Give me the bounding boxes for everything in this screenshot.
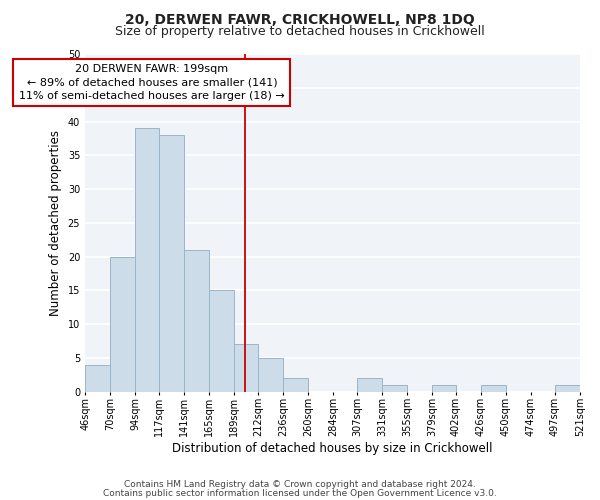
Bar bbox=[184, 250, 209, 392]
Bar bbox=[209, 290, 234, 392]
Bar bbox=[382, 385, 407, 392]
Text: 20 DERWEN FAWR: 199sqm
← 89% of detached houses are smaller (141)
11% of semi-de: 20 DERWEN FAWR: 199sqm ← 89% of detached… bbox=[19, 64, 285, 100]
Bar bbox=[235, 344, 258, 392]
Bar bbox=[85, 364, 110, 392]
Bar bbox=[481, 385, 506, 392]
Bar bbox=[110, 256, 135, 392]
Bar bbox=[160, 135, 184, 392]
Bar bbox=[136, 128, 159, 392]
Bar bbox=[432, 385, 456, 392]
X-axis label: Distribution of detached houses by size in Crickhowell: Distribution of detached houses by size … bbox=[172, 442, 493, 455]
Bar bbox=[259, 358, 283, 392]
Text: Size of property relative to detached houses in Crickhowell: Size of property relative to detached ho… bbox=[115, 25, 485, 38]
Text: Contains public sector information licensed under the Open Government Licence v3: Contains public sector information licen… bbox=[103, 488, 497, 498]
Text: 20, DERWEN FAWR, CRICKHOWELL, NP8 1DQ: 20, DERWEN FAWR, CRICKHOWELL, NP8 1DQ bbox=[125, 12, 475, 26]
Bar bbox=[555, 385, 580, 392]
Y-axis label: Number of detached properties: Number of detached properties bbox=[49, 130, 62, 316]
Bar bbox=[283, 378, 308, 392]
Text: Contains HM Land Registry data © Crown copyright and database right 2024.: Contains HM Land Registry data © Crown c… bbox=[124, 480, 476, 489]
Bar bbox=[357, 378, 382, 392]
